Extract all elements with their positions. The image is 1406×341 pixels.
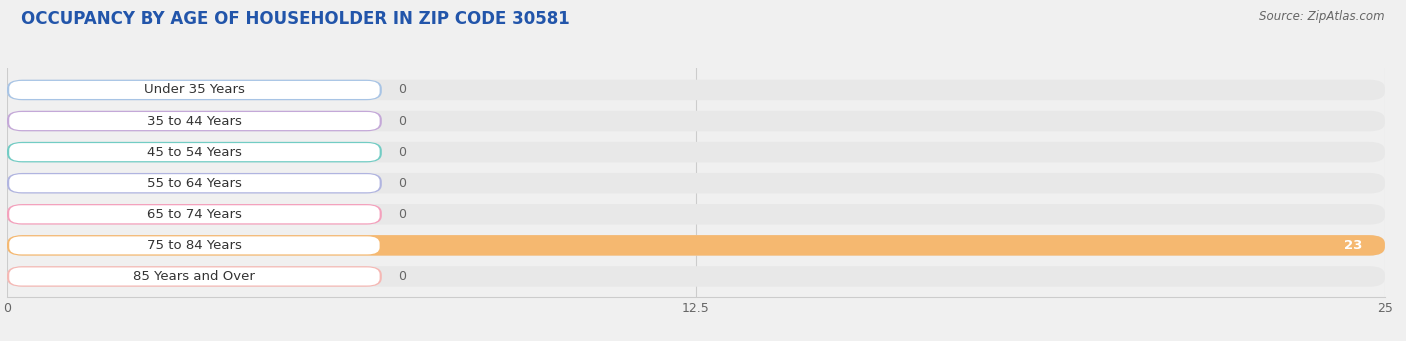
FancyBboxPatch shape [10, 267, 380, 285]
Text: 0: 0 [398, 84, 406, 97]
Text: 45 to 54 Years: 45 to 54 Years [148, 146, 242, 159]
Text: OCCUPANCY BY AGE OF HOUSEHOLDER IN ZIP CODE 30581: OCCUPANCY BY AGE OF HOUSEHOLDER IN ZIP C… [21, 10, 569, 28]
FancyBboxPatch shape [7, 235, 1385, 256]
Text: 23: 23 [1344, 239, 1362, 252]
FancyBboxPatch shape [7, 204, 382, 225]
Text: 75 to 84 Years: 75 to 84 Years [148, 239, 242, 252]
Text: 35 to 44 Years: 35 to 44 Years [148, 115, 242, 128]
FancyBboxPatch shape [7, 111, 382, 131]
FancyBboxPatch shape [7, 173, 382, 193]
FancyBboxPatch shape [7, 142, 382, 162]
FancyBboxPatch shape [10, 174, 380, 192]
FancyBboxPatch shape [7, 142, 1385, 162]
Text: 0: 0 [398, 115, 406, 128]
FancyBboxPatch shape [7, 204, 1385, 225]
FancyBboxPatch shape [7, 173, 1385, 193]
Text: 0: 0 [398, 146, 406, 159]
Text: 0: 0 [398, 208, 406, 221]
FancyBboxPatch shape [10, 112, 380, 130]
FancyBboxPatch shape [7, 266, 382, 287]
FancyBboxPatch shape [7, 235, 1385, 256]
Text: 85 Years and Over: 85 Years and Over [134, 270, 256, 283]
Text: Source: ZipAtlas.com: Source: ZipAtlas.com [1260, 10, 1385, 23]
Text: 0: 0 [398, 270, 406, 283]
Text: 65 to 74 Years: 65 to 74 Years [148, 208, 242, 221]
Text: 0: 0 [398, 177, 406, 190]
Text: Under 35 Years: Under 35 Years [143, 84, 245, 97]
FancyBboxPatch shape [10, 236, 380, 254]
FancyBboxPatch shape [10, 143, 380, 161]
FancyBboxPatch shape [7, 266, 1385, 287]
FancyBboxPatch shape [10, 205, 380, 223]
Text: 55 to 64 Years: 55 to 64 Years [148, 177, 242, 190]
FancyBboxPatch shape [7, 80, 1385, 100]
FancyBboxPatch shape [7, 111, 1385, 131]
FancyBboxPatch shape [10, 81, 380, 99]
FancyBboxPatch shape [7, 80, 382, 100]
